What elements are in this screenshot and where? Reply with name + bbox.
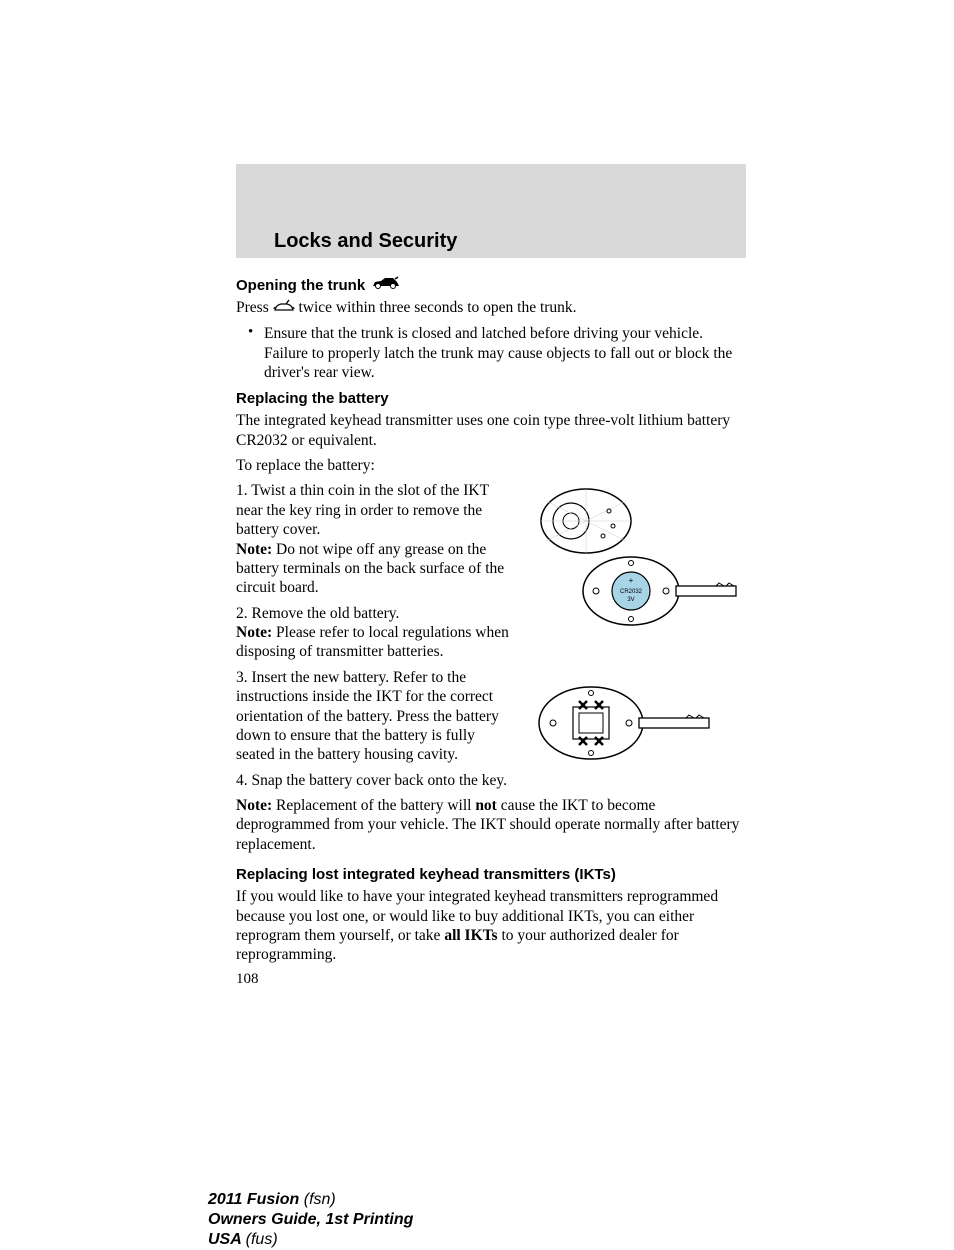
heading-replacing-battery: Replacing the battery (236, 390, 746, 407)
battery-step4-text: 4. Snap the battery cover back onto the … (236, 771, 516, 790)
footer-line1-bold: 2011 Fusion (208, 1191, 304, 1208)
battery-cr-label: CR2032 (620, 589, 643, 595)
page-number: 108 (236, 971, 746, 988)
battery-plus-label: + (629, 576, 634, 585)
heading-opening-trunk-text: Opening the trunk (236, 277, 365, 294)
battery-note3-label: Note: (236, 797, 272, 814)
battery-diagram-1: + CR2032 3V (526, 481, 746, 661)
heading-opening-trunk: Opening the trunk (236, 276, 746, 294)
footer-line1: 2011 Fusion (fsn) (208, 1190, 413, 1210)
battery-diagram-2 (526, 668, 746, 790)
opening-trunk-bullet: • Ensure that the trunk is closed and la… (248, 324, 746, 382)
footer-line2: Owners Guide, 1st Printing (208, 1210, 413, 1230)
battery-step3-text: 3. Insert the new battery. Refer to the … (236, 668, 516, 765)
ikt-para-bold: all IKTs (444, 927, 497, 944)
page-content: Opening the trunk Press twice within thr… (236, 268, 746, 988)
battery-note3-pre: Replacement of the battery will (272, 797, 475, 814)
opening-trunk-bullet-text: Ensure that the trunk is closed and latc… (264, 324, 746, 382)
opening-trunk-press-line: Press twice within three seconds to open… (236, 298, 746, 318)
footer-line3-italic: (fus) (246, 1231, 278, 1248)
bullet-dot-icon: • (248, 324, 264, 382)
press-pre-text: Press (236, 299, 273, 316)
battery-note2-label: Note: (236, 624, 272, 641)
battery-step2-text: 2. Remove the old battery. (236, 604, 516, 623)
battery-note1-text: Do not wipe off any grease on the batter… (236, 541, 504, 597)
battery-note2-text: Please refer to local regulations when d… (236, 624, 509, 660)
battery-to-replace: To replace the battery: (236, 456, 746, 475)
heading-replacing-battery-text: Replacing the battery (236, 390, 389, 407)
footer-line1-italic: (fsn) (304, 1191, 336, 1208)
battery-step3-row: 3. Insert the new battery. Refer to the … (236, 668, 746, 790)
car-icon (371, 276, 401, 294)
battery-step1-row: 1. Twist a thin coin in the slot of the … (236, 481, 746, 661)
footer-line3: USA (fus) (208, 1230, 413, 1250)
battery-step1-text: 1. Twist a thin coin in the slot of the … (236, 481, 516, 539)
footer-block: 2011 Fusion (fsn) Owners Guide, 1st Prin… (208, 1190, 413, 1250)
battery-note3-bold: not (475, 797, 497, 814)
press-post-text: twice within three seconds to open the t… (298, 299, 576, 316)
battery-step3-col: 3. Insert the new battery. Refer to the … (236, 668, 516, 790)
battery-note3: Note: Replacement of the battery will no… (236, 796, 746, 854)
trunk-release-icon (273, 299, 295, 318)
replacing-ikt-para: If you would like to have your integrate… (236, 887, 746, 965)
section-title: Locks and Security (274, 230, 457, 253)
battery-step1-col: 1. Twist a thin coin in the slot of the … (236, 481, 516, 661)
battery-note1-label: Note: (236, 541, 272, 558)
footer-line3-bold: USA (208, 1231, 246, 1248)
heading-replacing-ikt: Replacing lost integrated keyhead transm… (236, 866, 746, 883)
battery-3v-label: 3V (627, 597, 634, 603)
battery-intro: The integrated keyhead transmitter uses … (236, 411, 746, 450)
heading-replacing-ikt-text: Replacing lost integrated keyhead transm… (236, 866, 616, 883)
